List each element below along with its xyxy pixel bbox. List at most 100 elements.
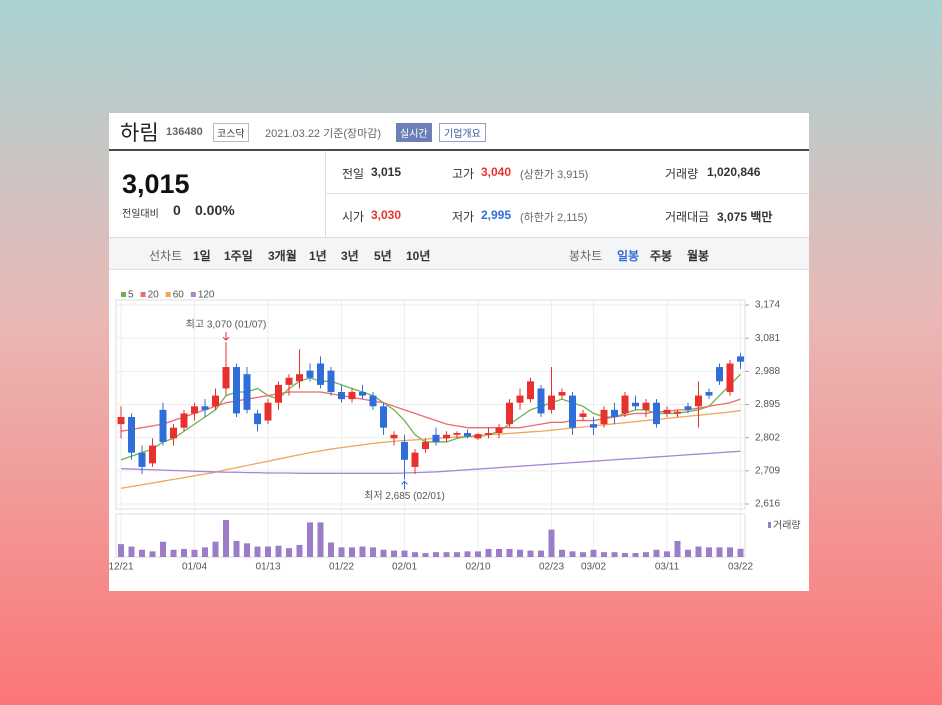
candle-body <box>632 402 639 407</box>
volume-bar <box>380 549 387 557</box>
candle-body <box>317 363 324 385</box>
tab[interactable]: 3년 <box>341 249 359 263</box>
volume-bar <box>391 550 397 557</box>
volume-bar <box>506 548 513 557</box>
candle-body <box>212 395 219 407</box>
legend-label: 60 <box>173 290 185 301</box>
candle-body <box>495 427 503 434</box>
cell-label: 거래대금 <box>665 210 710 224</box>
candle-body <box>695 395 702 407</box>
candle-body <box>432 434 440 442</box>
candle-body <box>537 388 545 414</box>
candle-body <box>590 424 597 428</box>
volume-bar <box>569 551 576 557</box>
cell-value: 3,030 <box>371 208 402 222</box>
candle-body <box>117 416 125 425</box>
legend-swatch <box>768 522 771 528</box>
divider <box>109 149 809 151</box>
divider <box>325 151 326 237</box>
candle-body <box>159 409 167 442</box>
volume-bar <box>695 546 702 557</box>
legend-swatch <box>165 292 171 297</box>
tab[interactable]: 5년 <box>374 249 392 263</box>
tab[interactable]: 1주일 <box>224 249 253 263</box>
candle-body <box>663 409 671 414</box>
x-tick-label: 12/21 <box>108 562 133 573</box>
volume-bar <box>559 549 565 557</box>
volume-bar <box>485 548 492 557</box>
candle-body <box>558 392 566 396</box>
candle-body <box>170 427 177 439</box>
volume-bar <box>286 548 292 557</box>
candle-body <box>348 392 356 400</box>
cell-note: (상한가 3,915) <box>520 169 589 181</box>
tab[interactable]: 1일 <box>193 249 211 263</box>
overview-button[interactable]: 기업개요 <box>439 123 486 142</box>
x-tick-label: 01/13 <box>255 562 280 573</box>
volume-bar <box>433 552 439 557</box>
volume-bar <box>202 547 208 557</box>
x-tick-label: 02/01 <box>392 562 417 573</box>
volume-bar <box>370 547 376 557</box>
stock-name: 하림 <box>120 122 159 145</box>
candle-body <box>306 370 314 378</box>
cell-value: 3,075 백만 <box>717 210 773 224</box>
volume-bar <box>422 552 429 557</box>
volume-bar <box>580 552 586 557</box>
ma-line <box>120 391 741 432</box>
stock-code: 136480 <box>166 126 203 138</box>
volume-bar <box>128 546 135 557</box>
cell-value: 3,015 <box>371 165 402 179</box>
volume-bar <box>737 548 744 557</box>
candle-body <box>726 363 734 393</box>
volume-bar <box>611 552 618 557</box>
volume-bar <box>317 522 324 557</box>
ma-line <box>120 373 741 461</box>
candle-body <box>243 374 251 410</box>
legend-swatch <box>140 292 146 297</box>
change: 0 <box>173 202 181 218</box>
candle-body <box>506 402 513 425</box>
candle-body <box>485 433 492 435</box>
volume-bar <box>254 546 261 557</box>
volume-bar <box>233 540 240 557</box>
volume-bar <box>517 549 523 557</box>
legend-swatch <box>121 292 126 297</box>
candle-body <box>264 402 272 421</box>
volume-bar <box>212 541 219 557</box>
legend-label: 120 <box>198 290 215 301</box>
tab[interactable]: 1년 <box>309 249 327 263</box>
volume-bar <box>632 552 639 557</box>
change-label: 전일대비 <box>122 209 159 220</box>
candle-body <box>716 367 723 382</box>
volume-bar <box>160 541 166 557</box>
volume-label: 거래량 <box>773 520 801 532</box>
tab[interactable]: 주봉 <box>650 249 673 263</box>
candle-body <box>674 411 681 414</box>
volume-bar <box>727 547 733 557</box>
tab[interactable]: 월봉 <box>687 249 710 263</box>
realtime-button[interactable]: 실시간 <box>396 123 432 142</box>
volume-bar <box>170 549 177 557</box>
volume-bar <box>338 547 345 557</box>
volume-bar <box>118 544 124 557</box>
tab[interactable]: 10년 <box>406 249 431 263</box>
tab[interactable]: 일봉 <box>617 249 640 263</box>
volume-bar <box>307 522 313 557</box>
volume-bar <box>538 550 544 557</box>
volume-bar <box>674 540 681 557</box>
candle-body <box>453 433 461 435</box>
candle-body <box>191 406 198 414</box>
candle-body <box>180 413 188 428</box>
candle-body <box>705 392 713 396</box>
cell-value: 2,995 <box>481 208 512 222</box>
legend-label: 20 <box>148 290 160 301</box>
candle-body <box>464 433 471 437</box>
y-tick-label: 2,802 <box>755 432 780 443</box>
volume-bar <box>601 552 607 557</box>
candle-body <box>611 409 618 417</box>
legend-label: 5 <box>128 290 134 301</box>
tab[interactable]: 3개월 <box>268 249 297 263</box>
volume-bar <box>349 547 355 557</box>
volume-bar <box>181 548 187 557</box>
